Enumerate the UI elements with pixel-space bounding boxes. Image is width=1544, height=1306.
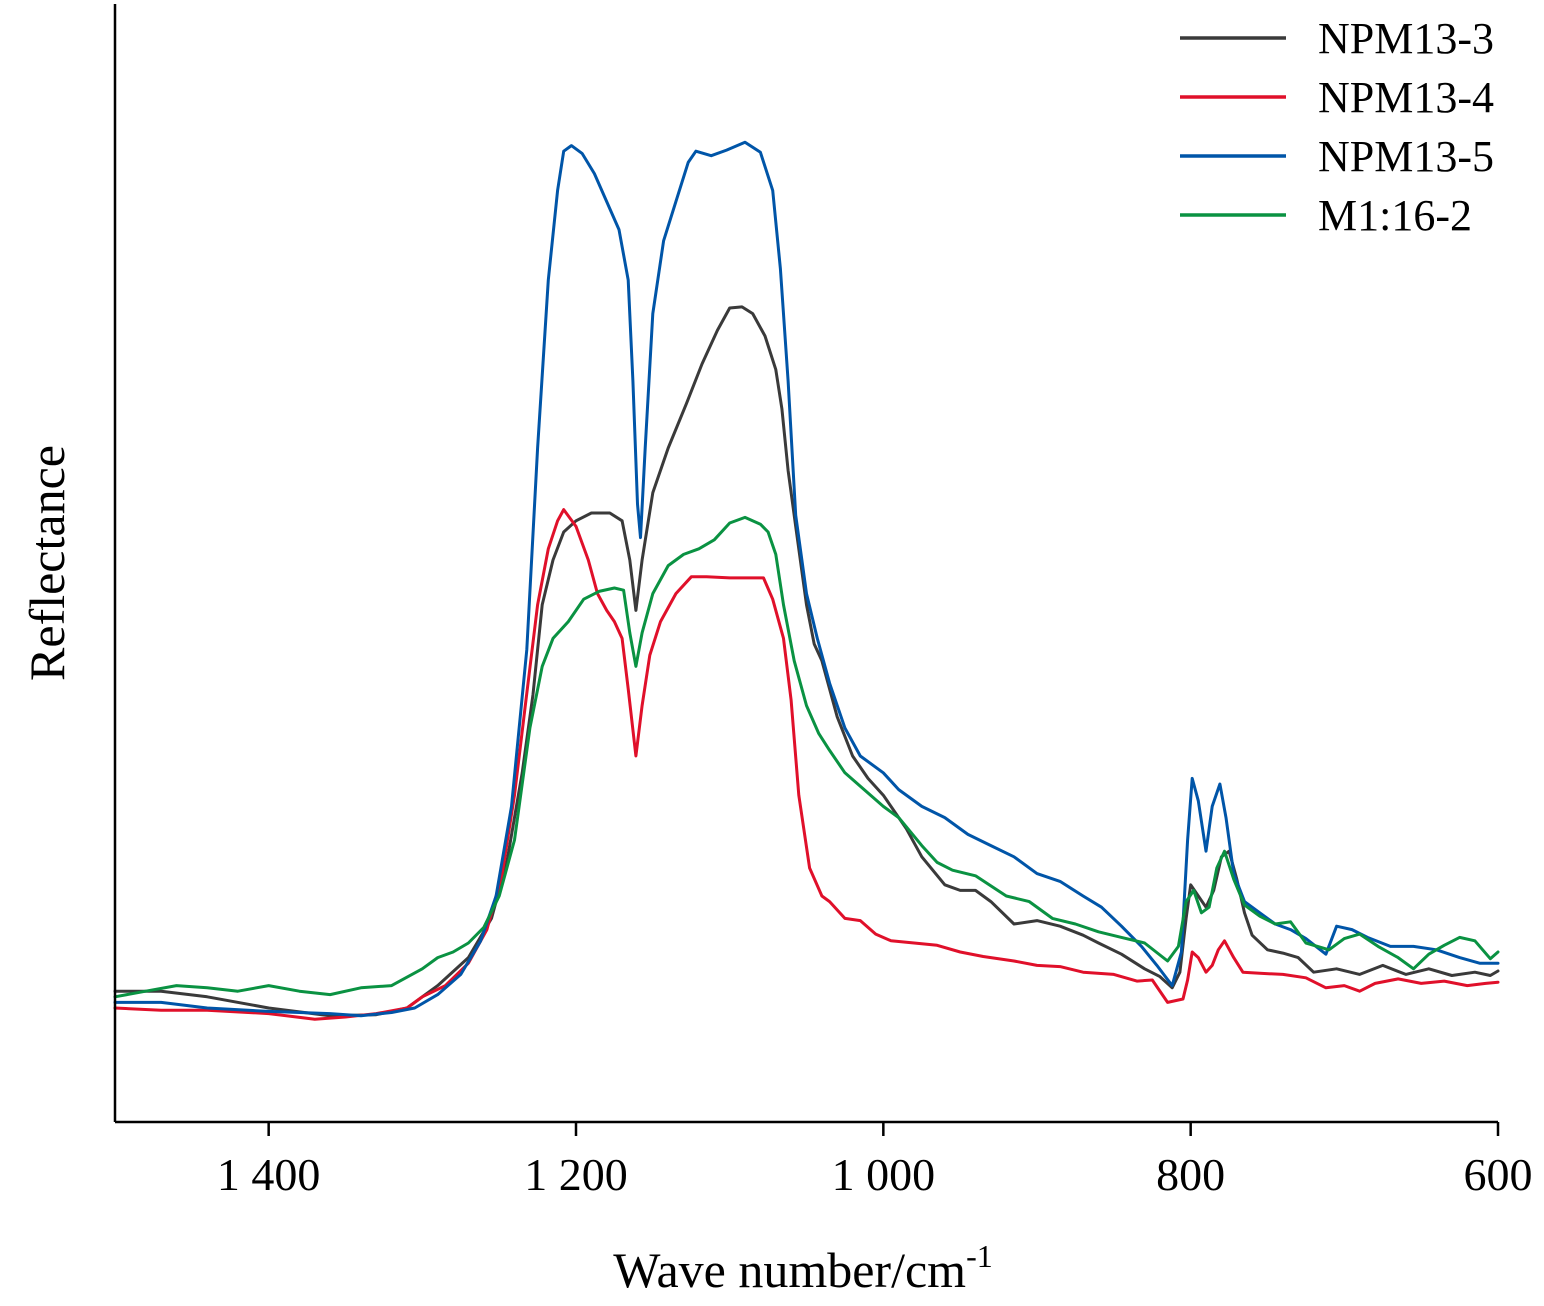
x-tick-label: 1 000 — [832, 1149, 936, 1200]
legend: NPM13-3 NPM13-4 NPM13-5 M1:16-2 — [1180, 14, 1494, 240]
x-tick-label: 800 — [1156, 1149, 1225, 1200]
plot-lines — [113, 140, 1500, 1021]
series-line-npm13-5 — [113, 140, 1500, 1018]
series-line-npm13-3 — [113, 305, 1500, 1018]
legend-label: M1:16-2 — [1318, 191, 1472, 240]
series-line-npm13-4 — [113, 508, 1500, 1021]
x-axis-title-main: Wave number/cm — [613, 1242, 966, 1298]
x-axis-title-superscript: -1 — [966, 1238, 993, 1274]
x-axis-title: Wave number/cm-1 — [613, 1238, 992, 1298]
legend-label: NPM13-4 — [1318, 73, 1494, 122]
legend-label: NPM13-3 — [1318, 14, 1494, 63]
x-tick-label: 1 400 — [217, 1149, 321, 1200]
axes — [113, 4, 1498, 1124]
series-line-m1-16-2 — [113, 515, 1500, 999]
x-tick-label: 1 200 — [524, 1149, 628, 1200]
y-axis-title: Reflectance — [19, 445, 75, 681]
legend-label: NPM13-5 — [1318, 132, 1494, 181]
x-ticks: 1 400 1 200 1 000 800 600 — [217, 1122, 1533, 1200]
x-tick-label: 600 — [1464, 1149, 1533, 1200]
